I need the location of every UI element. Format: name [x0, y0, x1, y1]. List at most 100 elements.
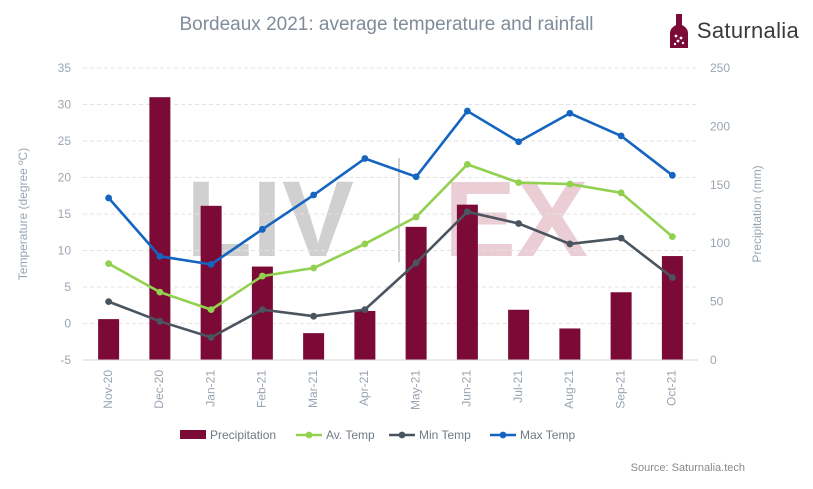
y2-tick-label: 50: [710, 295, 724, 309]
legend-marker-avg-temp: [305, 431, 313, 439]
min-temp-point: [412, 259, 420, 267]
min-temp-point: [310, 312, 318, 320]
y2-tick-label: 0: [710, 353, 717, 367]
source-note: Source: Saturnalia.tech: [630, 462, 745, 474]
y2-tick-label: 200: [710, 119, 730, 133]
legend-label: Av. Temp: [326, 428, 375, 442]
x-tick-label: Feb-21: [255, 370, 269, 408]
max-temp-point: [463, 107, 471, 115]
min-temp-point: [258, 306, 266, 314]
min-temp-point: [566, 240, 574, 248]
avg-temp-point: [258, 272, 266, 280]
wine-bottle-icon: [669, 14, 688, 48]
x-tick-label: Sep-21: [613, 370, 627, 409]
precipitation-bar: [610, 292, 632, 360]
max-temp-point: [207, 260, 215, 268]
max-temp-point: [668, 171, 676, 179]
legend-marker-min-temp: [398, 431, 406, 439]
precipitation-bar: [661, 256, 683, 360]
y-tick-label: 0: [64, 317, 71, 331]
precipitation-bar: [508, 309, 530, 360]
x-tick-label: Apr-21: [357, 370, 371, 406]
axes: -5 0 5 10 15 20 25 30 35 0 50 100 150 200 250 Temperatu…: [16, 61, 764, 410]
y-tick-label: -5: [60, 353, 71, 367]
max-temp-point: [310, 191, 318, 199]
precipitation-bar: [559, 328, 581, 360]
max-temp-point: [258, 225, 266, 233]
x-tick-label: Nov-20: [101, 370, 115, 409]
y2-tick-label: 150: [710, 178, 730, 192]
precipitation-bar: [251, 266, 273, 360]
precipitation-bars: [98, 97, 683, 360]
avg-temp-point: [463, 160, 471, 168]
y-tick-label: 15: [58, 207, 72, 221]
x-tick-label: May-21: [408, 370, 422, 410]
avg-temp-point: [105, 260, 113, 268]
avg-temp-point: [156, 288, 164, 296]
y2-tick-label: 100: [710, 236, 730, 250]
avg-temp-point: [207, 306, 215, 314]
y-tick-label: 30: [58, 98, 72, 112]
max-temp-point: [412, 173, 420, 181]
y-tick-label: 35: [58, 61, 72, 75]
min-temp-point: [668, 274, 676, 281]
precipitation-bar: [405, 226, 427, 360]
x-tick-label: Mar-21: [306, 370, 320, 408]
min-temp-point: [105, 298, 113, 305]
legend-marker-max-temp: [499, 431, 507, 439]
avg-temp-point: [566, 180, 574, 188]
min-temp-line: [108, 210, 674, 339]
min-temp-point: [515, 220, 523, 227]
max-temp-point: [156, 252, 164, 260]
y-tick-label: 10: [58, 244, 72, 258]
avg-temp-point: [310, 264, 318, 272]
max-temp-point: [105, 194, 113, 202]
brand-name: Saturnalia: [696, 18, 799, 43]
watermark: LIV EX: [186, 158, 588, 279]
x-tick-label: Jun-21: [460, 370, 474, 407]
x-tick-label: Dec-20: [152, 370, 166, 409]
precipitation-bar: [98, 319, 120, 360]
y-tick-label: 20: [58, 171, 72, 185]
precipitation-bar: [303, 333, 325, 360]
y-axis-title: Temperature (degree ºC): [16, 148, 30, 280]
min-temp-point: [463, 208, 471, 216]
max-temp-point: [361, 155, 369, 162]
brand-logo: Saturnalia: [669, 12, 799, 50]
max-temp-point: [515, 138, 523, 146]
avg-temp-point: [361, 240, 369, 248]
legend-label: Precipitation: [210, 428, 276, 442]
min-temp-point: [361, 306, 369, 314]
legend-label: Min Temp: [419, 428, 471, 442]
y2-tick-label: 250: [710, 61, 730, 75]
precipitation-bar: [354, 310, 376, 360]
avg-temp-point: [515, 179, 523, 187]
gridlines: [83, 67, 698, 361]
avg-temp-point: [617, 189, 625, 197]
y-tick-label: 25: [58, 134, 72, 148]
min-temp-point: [617, 234, 625, 242]
avg-temp-point: [412, 213, 420, 221]
chart-title: Bordeaux 2021: average temperature and r…: [179, 14, 594, 35]
y2-axis-title: Precipitation (mm): [750, 165, 764, 262]
legend-swatch-precipitation: [180, 430, 206, 439]
temperature-lines: [105, 107, 676, 341]
avg-temp-point: [668, 233, 676, 241]
min-temp-point: [207, 333, 215, 341]
max-temp-line: [107, 109, 674, 266]
x-tick-label: Aug-21: [562, 370, 576, 409]
legend: Precipitation Av. Temp Min Temp Max Temp: [180, 428, 575, 442]
x-tick-label: Jul-21: [511, 370, 525, 403]
y-tick-label: 5: [64, 280, 71, 294]
legend-label: Max Temp: [520, 428, 575, 442]
max-temp-point: [566, 109, 574, 117]
precipitation-bar: [200, 205, 222, 360]
min-temp-point: [156, 317, 164, 325]
precipitation-bar: [456, 204, 478, 360]
x-tick-label: Oct-21: [665, 370, 679, 406]
x-tick-label: Jan-21: [203, 370, 217, 407]
max-temp-point: [617, 132, 625, 140]
avg-temp-line: [107, 163, 674, 311]
